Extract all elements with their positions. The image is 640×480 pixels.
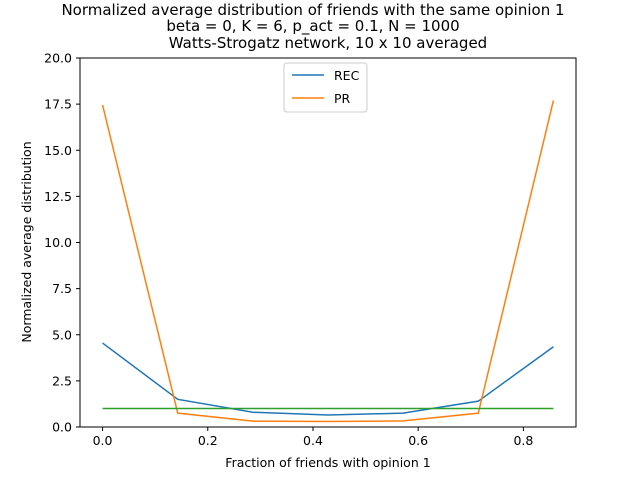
x-tick-label: 0.2	[198, 433, 218, 448]
y-tick-label: 20.0	[44, 51, 72, 66]
legend-label-pr: PR	[334, 91, 351, 106]
y-tick-label: 17.5	[44, 97, 72, 112]
title-line-2: beta = 0, K = 6, p_act = 0.1, N = 1000	[166, 17, 459, 36]
y-tick-label: 0.0	[52, 420, 72, 435]
y-tick-label: 2.5	[52, 373, 72, 388]
y-tick-label: 12.5	[44, 189, 72, 204]
series-line-rec	[102, 342, 554, 416]
x-tick-label: 0.8	[513, 433, 533, 448]
legend: REC PR	[283, 62, 368, 113]
legend-label-rec: REC	[334, 68, 360, 83]
y-tick-label: 15.0	[44, 143, 72, 158]
y-axis-label: Normalized average distribution	[19, 141, 34, 342]
plot-area	[80, 58, 576, 427]
y-tick-label: 5.0	[52, 327, 72, 342]
ticks-layer: 0.0 0.2 0.4 0.6 0.8 0.0 2.5 5.0 7.5 10.0 12.5 15.0 1…	[44, 51, 533, 449]
series-layer	[101, 100, 555, 423]
x-axis-label: Fraction of friends with opinion 1	[225, 455, 430, 470]
plot-frame	[79, 57, 577, 428]
x-tick-label: 0.6	[408, 433, 428, 448]
series-line-pr	[101, 100, 555, 423]
x-tick-label: 0.0	[93, 433, 113, 448]
x-tick-label: 0.4	[303, 433, 323, 448]
chart-title: Normalized average distribution of frien…	[61, 1, 564, 52]
y-tick-label: 7.5	[52, 281, 72, 296]
title-line-1: Normalized average distribution of frien…	[61, 1, 564, 19]
y-tick-label: 10.0	[44, 235, 72, 250]
title-line-3: Watts-Strogatz network, 10 x 10 averaged	[169, 34, 487, 52]
